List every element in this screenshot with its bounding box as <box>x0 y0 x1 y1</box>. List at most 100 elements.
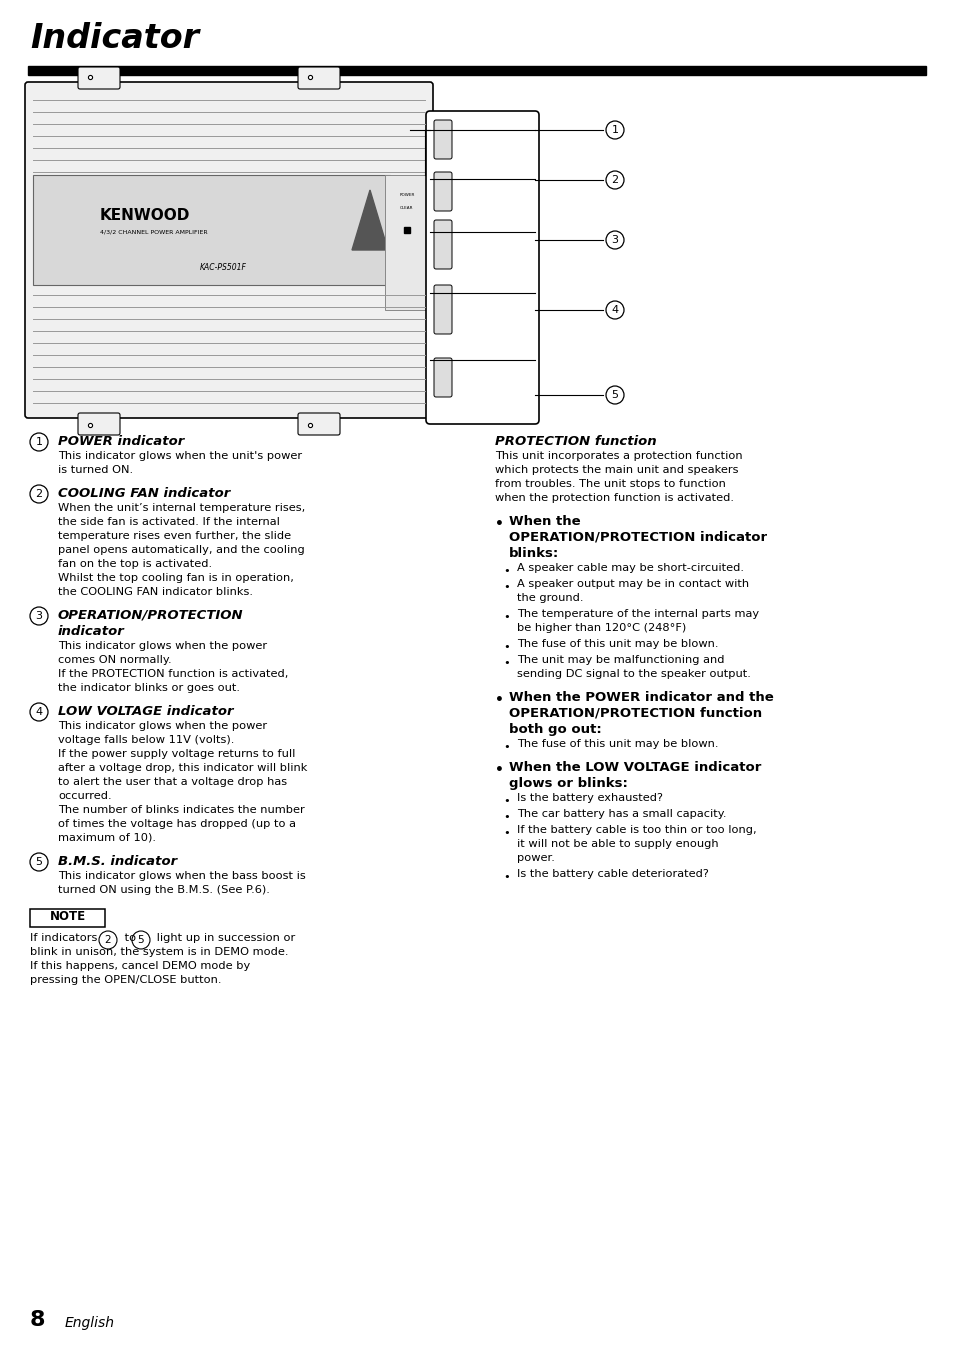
Text: 3: 3 <box>35 611 43 621</box>
FancyBboxPatch shape <box>434 220 452 270</box>
Text: the side fan is activated. If the internal: the side fan is activated. If the intern… <box>58 518 279 527</box>
Text: fan on the top is activated.: fan on the top is activated. <box>58 560 212 569</box>
Text: COOLING FAN indicator: COOLING FAN indicator <box>58 486 230 500</box>
Text: 1: 1 <box>611 125 618 136</box>
Bar <box>33 175 390 285</box>
Text: be higher than 120°C (248°F): be higher than 120°C (248°F) <box>517 623 685 633</box>
Bar <box>28 66 925 75</box>
Text: the ground.: the ground. <box>517 593 583 603</box>
Text: temperature rises even further, the slide: temperature rises even further, the slid… <box>58 531 291 541</box>
Text: both go out:: both go out: <box>509 724 601 736</box>
Text: 2: 2 <box>105 935 112 944</box>
Text: •: • <box>502 743 509 752</box>
Text: •: • <box>495 763 503 776</box>
Text: 5: 5 <box>137 935 144 944</box>
Text: it will not be able to supply enough: it will not be able to supply enough <box>517 839 718 850</box>
Text: when the protection function is activated.: when the protection function is activate… <box>495 493 733 503</box>
Bar <box>385 175 430 310</box>
Text: voltage falls below 11V (volts).: voltage falls below 11V (volts). <box>58 734 234 745</box>
Text: 4: 4 <box>611 305 618 314</box>
Text: Is the battery exhausted?: Is the battery exhausted? <box>517 793 662 804</box>
Text: POWER: POWER <box>399 192 415 196</box>
Text: If indicators: If indicators <box>30 934 101 943</box>
Text: 5: 5 <box>35 856 43 867</box>
Text: occurred.: occurred. <box>58 791 112 801</box>
Text: turned ON using the B.M.S. (See P.6).: turned ON using the B.M.S. (See P.6). <box>58 885 270 896</box>
Text: This indicator glows when the bass boost is: This indicator glows when the bass boost… <box>58 871 305 881</box>
Text: If the PROTECTION function is activated,: If the PROTECTION function is activated, <box>58 669 288 679</box>
Text: pressing the OPEN/CLOSE button.: pressing the OPEN/CLOSE button. <box>30 976 221 985</box>
FancyBboxPatch shape <box>426 111 538 424</box>
Text: OPERATION/PROTECTION indicator: OPERATION/PROTECTION indicator <box>509 531 766 543</box>
Text: •: • <box>502 873 509 882</box>
Text: which protects the main unit and speakers: which protects the main unit and speaker… <box>495 465 738 476</box>
Text: to alert the user that a voltage drop has: to alert the user that a voltage drop ha… <box>58 776 287 787</box>
Text: blink in unison, the system is in DEMO mode.: blink in unison, the system is in DEMO m… <box>30 947 288 957</box>
FancyBboxPatch shape <box>297 413 339 435</box>
Text: of times the voltage has dropped (up to a: of times the voltage has dropped (up to … <box>58 818 295 829</box>
Text: LOW VOLTAGE indicator: LOW VOLTAGE indicator <box>58 705 233 718</box>
Text: OPERATION/PROTECTION function: OPERATION/PROTECTION function <box>509 707 761 720</box>
Text: power.: power. <box>517 854 555 863</box>
Text: PROTECTION function: PROTECTION function <box>495 435 656 449</box>
Text: 8: 8 <box>30 1310 46 1331</box>
Text: 5: 5 <box>611 390 618 400</box>
Text: English: English <box>65 1316 115 1331</box>
FancyBboxPatch shape <box>434 172 452 211</box>
Text: The car battery has a small capacity.: The car battery has a small capacity. <box>517 809 726 818</box>
Text: Is the battery cable deteriorated?: Is the battery cable deteriorated? <box>517 869 708 879</box>
Text: 2: 2 <box>35 489 43 499</box>
Text: The fuse of this unit may be blown.: The fuse of this unit may be blown. <box>517 640 718 649</box>
FancyBboxPatch shape <box>297 66 339 89</box>
Text: B.M.S. indicator: B.M.S. indicator <box>58 855 177 869</box>
Text: •: • <box>502 642 509 652</box>
Text: light up in succession or: light up in succession or <box>152 934 294 943</box>
Text: •: • <box>502 795 509 806</box>
Text: A speaker cable may be short-circuited.: A speaker cable may be short-circuited. <box>517 562 743 573</box>
Bar <box>30 909 105 927</box>
Text: •: • <box>502 612 509 622</box>
Text: The fuse of this unit may be blown.: The fuse of this unit may be blown. <box>517 738 718 749</box>
Text: •: • <box>502 659 509 668</box>
Text: If this happens, cancel DEMO mode by: If this happens, cancel DEMO mode by <box>30 961 250 972</box>
Text: The number of blinks indicates the number: The number of blinks indicates the numbe… <box>58 805 304 814</box>
Text: •: • <box>495 692 503 707</box>
Text: KAC-PS501F: KAC-PS501F <box>200 263 247 272</box>
Text: 4: 4 <box>35 707 43 717</box>
Text: 4/3/2 CHANNEL POWER AMPLIFIER: 4/3/2 CHANNEL POWER AMPLIFIER <box>100 229 208 234</box>
Text: 2: 2 <box>611 175 618 186</box>
Text: OPERATION/PROTECTION: OPERATION/PROTECTION <box>58 608 243 622</box>
Text: panel opens automatically, and the cooling: panel opens automatically, and the cooli… <box>58 545 304 556</box>
Text: •: • <box>502 828 509 837</box>
Text: the COOLING FAN indicator blinks.: the COOLING FAN indicator blinks. <box>58 587 253 598</box>
Text: This indicator glows when the power: This indicator glows when the power <box>58 641 267 650</box>
Text: The unit may be malfunctioning and: The unit may be malfunctioning and <box>517 654 723 665</box>
Text: comes ON normally.: comes ON normally. <box>58 654 172 665</box>
Text: glows or blinks:: glows or blinks: <box>509 776 627 790</box>
FancyBboxPatch shape <box>78 66 120 89</box>
Polygon shape <box>352 190 388 251</box>
Text: Whilst the top cooling fan is in operation,: Whilst the top cooling fan is in operati… <box>58 573 294 583</box>
Text: NOTE: NOTE <box>50 911 86 924</box>
Text: If the battery cable is too thin or too long,: If the battery cable is too thin or too … <box>517 825 756 835</box>
Text: This indicator glows when the unit's power: This indicator glows when the unit's pow… <box>58 451 302 461</box>
Text: after a voltage drop, this indicator will blink: after a voltage drop, this indicator wil… <box>58 763 307 772</box>
Text: is turned ON.: is turned ON. <box>58 465 133 476</box>
FancyBboxPatch shape <box>434 285 452 333</box>
FancyBboxPatch shape <box>434 121 452 159</box>
Text: to: to <box>121 934 139 943</box>
Text: POWER indicator: POWER indicator <box>58 435 184 449</box>
FancyBboxPatch shape <box>434 358 452 397</box>
Text: When the POWER indicator and the: When the POWER indicator and the <box>509 691 773 705</box>
Text: •: • <box>495 518 503 531</box>
Text: KENWOOD: KENWOOD <box>100 207 191 222</box>
Text: 3: 3 <box>611 234 618 245</box>
Text: •: • <box>502 583 509 592</box>
FancyBboxPatch shape <box>25 83 433 417</box>
Text: When the LOW VOLTAGE indicator: When the LOW VOLTAGE indicator <box>509 762 760 774</box>
Text: from troubles. The unit stops to function: from troubles. The unit stops to functio… <box>495 480 725 489</box>
Text: 1: 1 <box>35 438 43 447</box>
Text: •: • <box>502 812 509 822</box>
Text: •: • <box>502 566 509 576</box>
Text: The temperature of the internal parts may: The temperature of the internal parts ma… <box>517 608 759 619</box>
